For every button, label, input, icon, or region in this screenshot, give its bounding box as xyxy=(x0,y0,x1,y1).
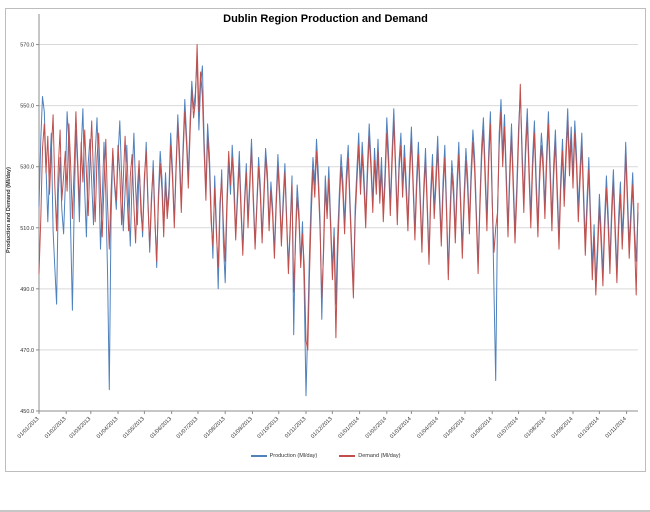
y-tick-label: 530.0 xyxy=(20,165,34,171)
y-tick-label: 510.0 xyxy=(20,226,34,232)
legend-label-demand: Demand (Ml/day) xyxy=(358,453,401,459)
y-tick-label: 550.0 xyxy=(20,104,34,110)
x-tick-label: 01/10/2013 xyxy=(256,416,280,440)
x-tick-label: 01/07/2013 xyxy=(176,416,200,440)
x-tick-label: 01/08/2013 xyxy=(203,416,227,440)
x-tick-label: 01/06/2014 xyxy=(470,416,494,440)
chart-container: Dublin Region Production and Demand Prod… xyxy=(5,8,646,472)
legend-item-production: Production (Ml/day) xyxy=(250,453,318,459)
x-tick-label: 01/01/2013 xyxy=(17,416,41,440)
x-tick-label: 01/09/2014 xyxy=(551,416,575,440)
x-tick-label: 01/06/2013 xyxy=(149,416,173,440)
production-line-swatch xyxy=(250,455,267,457)
x-tick-label: 01/08/2014 xyxy=(523,416,547,440)
x-tick-label: 01/03/2013 xyxy=(69,416,93,440)
x-tick-label: 01/10/2014 xyxy=(577,416,601,440)
x-tick-label: 01/12/2013 xyxy=(310,416,334,440)
x-tick-label: 01/07/2014 xyxy=(496,416,520,440)
y-tick-label: 450.0 xyxy=(20,409,34,415)
chart-title: Dublin Region Production and Demand xyxy=(223,13,428,25)
x-tick-label: 01/05/2014 xyxy=(443,416,467,440)
y-tick-label: 470.0 xyxy=(20,348,34,354)
x-tick-label: 01/04/2013 xyxy=(96,416,120,440)
x-tick-label: 01/02/2014 xyxy=(365,416,389,440)
x-tick-label: 01/03/2014 xyxy=(389,416,413,440)
x-tick-label: 01/01/2014 xyxy=(337,416,361,440)
legend-label-production: Production (Ml/day) xyxy=(269,453,318,459)
x-tick-label: 01/05/2013 xyxy=(122,416,146,440)
plot-area: 450.0 470.0 490.0 510.0 530.0 550.0 570.0 01/01… xyxy=(17,14,639,440)
x-tick-label: 01/11/2013 xyxy=(284,416,307,439)
demand-line-swatch xyxy=(339,455,356,457)
x-tick-label: 01/09/2013 xyxy=(230,416,254,440)
x-tick-label: 01/11/2014 xyxy=(605,416,628,439)
y-tick-label: 490.0 xyxy=(20,287,34,293)
x-tick-label: 01/02/2013 xyxy=(44,416,68,440)
x-tick-label: 01/04/2014 xyxy=(416,416,440,440)
legend-item-demand: Demand (Ml/day) xyxy=(339,453,400,459)
y-tick-label: 570.0 xyxy=(20,43,34,49)
series-line-demand xyxy=(38,44,639,351)
screenshot-bottom-edge xyxy=(0,510,650,512)
legend: Production (Ml/day) Demand (Ml/day) xyxy=(6,453,645,459)
